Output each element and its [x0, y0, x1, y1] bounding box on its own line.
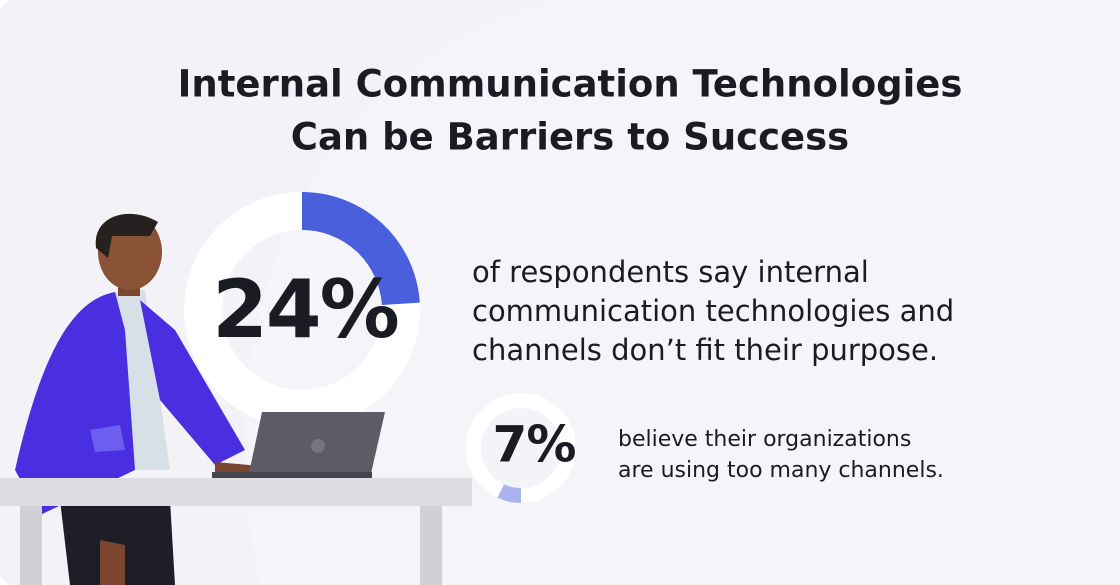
desk-leg [20, 506, 42, 585]
title-line: Can be Barriers to Success [291, 116, 849, 159]
laptop [212, 412, 385, 479]
illustration [15, 213, 262, 585]
hair [95, 213, 158, 258]
jacket [15, 292, 135, 515]
stat-value: 7% [493, 416, 576, 474]
stat-text: of respondents say internal [472, 255, 869, 289]
small-donut-hole [481, 408, 561, 488]
small-donut-arc-group [497, 484, 522, 503]
laptop-base [212, 472, 372, 479]
background-shape [244, 0, 1120, 585]
leg [100, 540, 125, 585]
stat-text: believe their organizations [618, 427, 911, 452]
pants [60, 500, 175, 585]
pocket [90, 425, 125, 452]
stat-value: 24% [212, 263, 397, 356]
laptop-logo [311, 439, 325, 453]
title-line: Internal Communication Technologies [178, 63, 963, 106]
stat-text: channels don’t fit their purpose. [472, 333, 938, 367]
donut-arc [301, 192, 420, 306]
desk-leg [420, 506, 442, 585]
stat-text: are using too many channels. [618, 458, 944, 483]
donut-arc-group [301, 192, 420, 306]
sleeve [140, 300, 245, 465]
desk-top [0, 478, 472, 506]
donut-arc [497, 484, 522, 503]
stat-text: communication technologies and [472, 294, 954, 328]
desk [0, 478, 472, 585]
